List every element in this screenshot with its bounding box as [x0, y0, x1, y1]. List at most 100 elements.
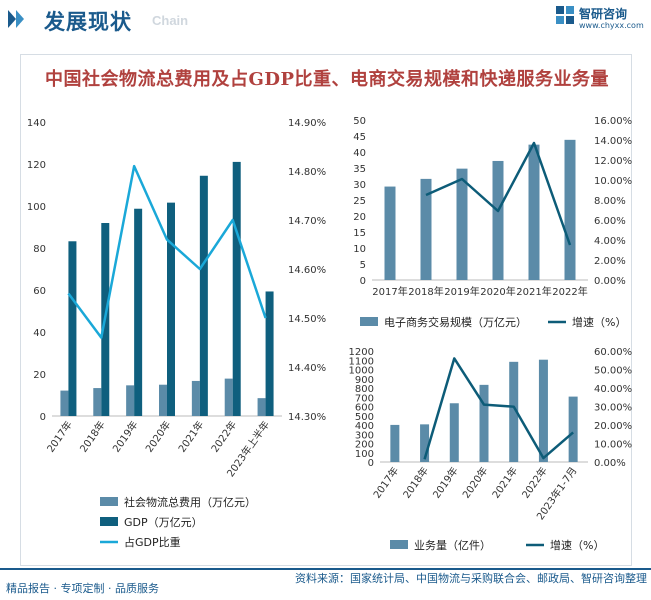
bar: [538, 359, 548, 462]
bar: [134, 208, 143, 416]
y-left-tick-label: 100: [27, 202, 46, 213]
bar: [257, 398, 266, 416]
x-tick-label: 2017年: [370, 464, 401, 500]
bar: [68, 241, 77, 416]
bar: [126, 385, 135, 416]
y-right-tick-label: 16.00%: [594, 116, 632, 127]
bar: [528, 144, 540, 280]
y-left-tick-label: 600: [355, 403, 374, 414]
y-left-tick-label: 10: [353, 244, 366, 255]
y-left-tick-label: 140: [27, 118, 46, 129]
x-tick-label: 2018年: [408, 285, 443, 298]
legend-swatch-bar: [360, 317, 378, 326]
x-tick-label: 2022年: [208, 418, 239, 454]
bar: [232, 161, 241, 416]
y-left-tick-label: 200: [355, 440, 374, 451]
y-left-tick-label: 400: [355, 421, 374, 432]
footer: 精品报告 · 专项定制 · 品质服务 资料来源：国家统计局、中国物流与采购联合会…: [0, 568, 651, 600]
y-left-tick-label: 700: [355, 393, 374, 404]
x-tick-label: 2019年: [110, 418, 141, 454]
bar: [456, 168, 468, 280]
x-tick-label: 2021年: [516, 285, 551, 298]
y-right-tick-label: 0.00%: [594, 276, 626, 287]
y-left-tick-label: 0: [368, 458, 374, 469]
bar: [384, 186, 396, 280]
legend-label: 电子商务交易规模（万亿元）: [384, 315, 527, 329]
series-line: [425, 141, 572, 246]
y-right-tick-label: 12.00%: [594, 156, 632, 167]
x-tick-label: 2020年: [480, 285, 515, 298]
y-right-tick-label: 14.40%: [288, 363, 326, 374]
bar: [60, 390, 69, 416]
y-right-tick-label: 10.00%: [594, 176, 632, 187]
y-left-tick-label: 80: [33, 244, 46, 255]
series-line: [423, 357, 574, 460]
footer-source: 资料来源：国家统计局、中国物流与采购联合会、邮政局、智研咨询整理: [295, 572, 647, 585]
bar: [159, 384, 167, 416]
y-right-tick-label: 40.00%: [594, 384, 632, 395]
legend-label: 社会物流总费用（万亿元）: [124, 495, 256, 509]
y-left-tick-label: 35: [353, 164, 366, 175]
y-left-tick-label: 20: [33, 370, 46, 381]
bar: [191, 380, 200, 416]
footer-slogan: 精品报告 · 专项定制 · 品质服务: [6, 582, 159, 595]
bar: [449, 403, 459, 462]
brand-url: www.chyxx.com: [579, 21, 644, 30]
y-right-tick-label: 14.30%: [288, 412, 326, 423]
x-tick-label: 2018年: [400, 464, 431, 500]
y-right-tick-label: 20.00%: [594, 421, 632, 432]
bar: [265, 291, 274, 416]
y-right-tick-label: 6.00%: [594, 216, 626, 227]
bar: [93, 388, 102, 416]
bar: [509, 361, 519, 462]
y-right-tick-label: 14.60%: [288, 265, 326, 276]
y-right-tick-label: 60.00%: [594, 347, 632, 358]
brand-logo: 智研咨询 www.chyxx.com: [555, 3, 645, 37]
y-left-tick-label: 30: [353, 180, 366, 191]
y-left-tick-label: 100: [355, 449, 374, 460]
y-left-tick-label: 5: [360, 260, 366, 271]
bar: [492, 160, 504, 280]
chart-logistics-cost: 0 20 40 60 80 100 120 140 14.30% 14.40% 14.50% 14.6…: [27, 118, 326, 549]
y-left-tick-label: 1000: [349, 366, 374, 377]
bar: [479, 384, 489, 462]
header: 发展现状 Chain 智研咨询 www.chyxx.com: [0, 0, 651, 38]
x-tick-label: 2017年: [44, 418, 75, 454]
x-tick-label: 2018年: [77, 418, 108, 454]
bar: [390, 424, 400, 462]
x-tick-label: 2022年: [519, 464, 550, 500]
x-tick-label: 2020年: [459, 464, 490, 500]
y-left-tick-label: 60: [33, 286, 46, 297]
y-left-tick-label: 120: [27, 160, 46, 171]
y-left-tick-label: 45: [353, 132, 366, 143]
brand-icon: [556, 6, 574, 24]
y-left-tick-label: 0: [360, 276, 366, 287]
legend-swatch-bar: [100, 517, 118, 526]
bar: [568, 396, 578, 462]
y-left-tick-label: 0: [40, 412, 46, 423]
y-left-tick-label: 1100: [349, 356, 374, 367]
y-left-tick-label: 40: [33, 328, 46, 339]
y-right-tick-label: 14.50%: [288, 314, 326, 325]
y-left-tick-label: 20: [353, 212, 366, 223]
legend-label: 增速（%）: [550, 538, 604, 552]
y-left-tick-label: 500: [355, 412, 374, 423]
y-right-tick-label: 30.00%: [594, 403, 632, 414]
bar: [420, 424, 430, 462]
y-left-tick-label: 1200: [349, 347, 374, 358]
x-tick-label: 2019年: [430, 464, 461, 500]
section-title: 发展现状: [44, 10, 132, 34]
y-left-tick-label: 800: [355, 384, 374, 395]
y-left-tick-label: 50: [353, 116, 366, 127]
y-left-tick-label: 25: [353, 196, 366, 207]
section-subtitle-en: Chain: [152, 13, 189, 28]
y-right-tick-label: 14.80%: [288, 167, 326, 178]
x-tick-label: 2021年: [175, 418, 206, 454]
y-right-tick-label: 10.00%: [594, 440, 632, 451]
bar: [167, 202, 175, 416]
main-title: 中国社会物流总费用及占GDP比重、电商交易规模和快递服务业务量: [44, 69, 609, 90]
y-left-tick-label: 300: [355, 430, 374, 441]
chart-express: 0100200300400500600700800900100011001200…: [349, 347, 633, 552]
y-left-tick-label: 900: [355, 375, 374, 386]
legend-label: 业务量（亿件）: [414, 539, 491, 552]
